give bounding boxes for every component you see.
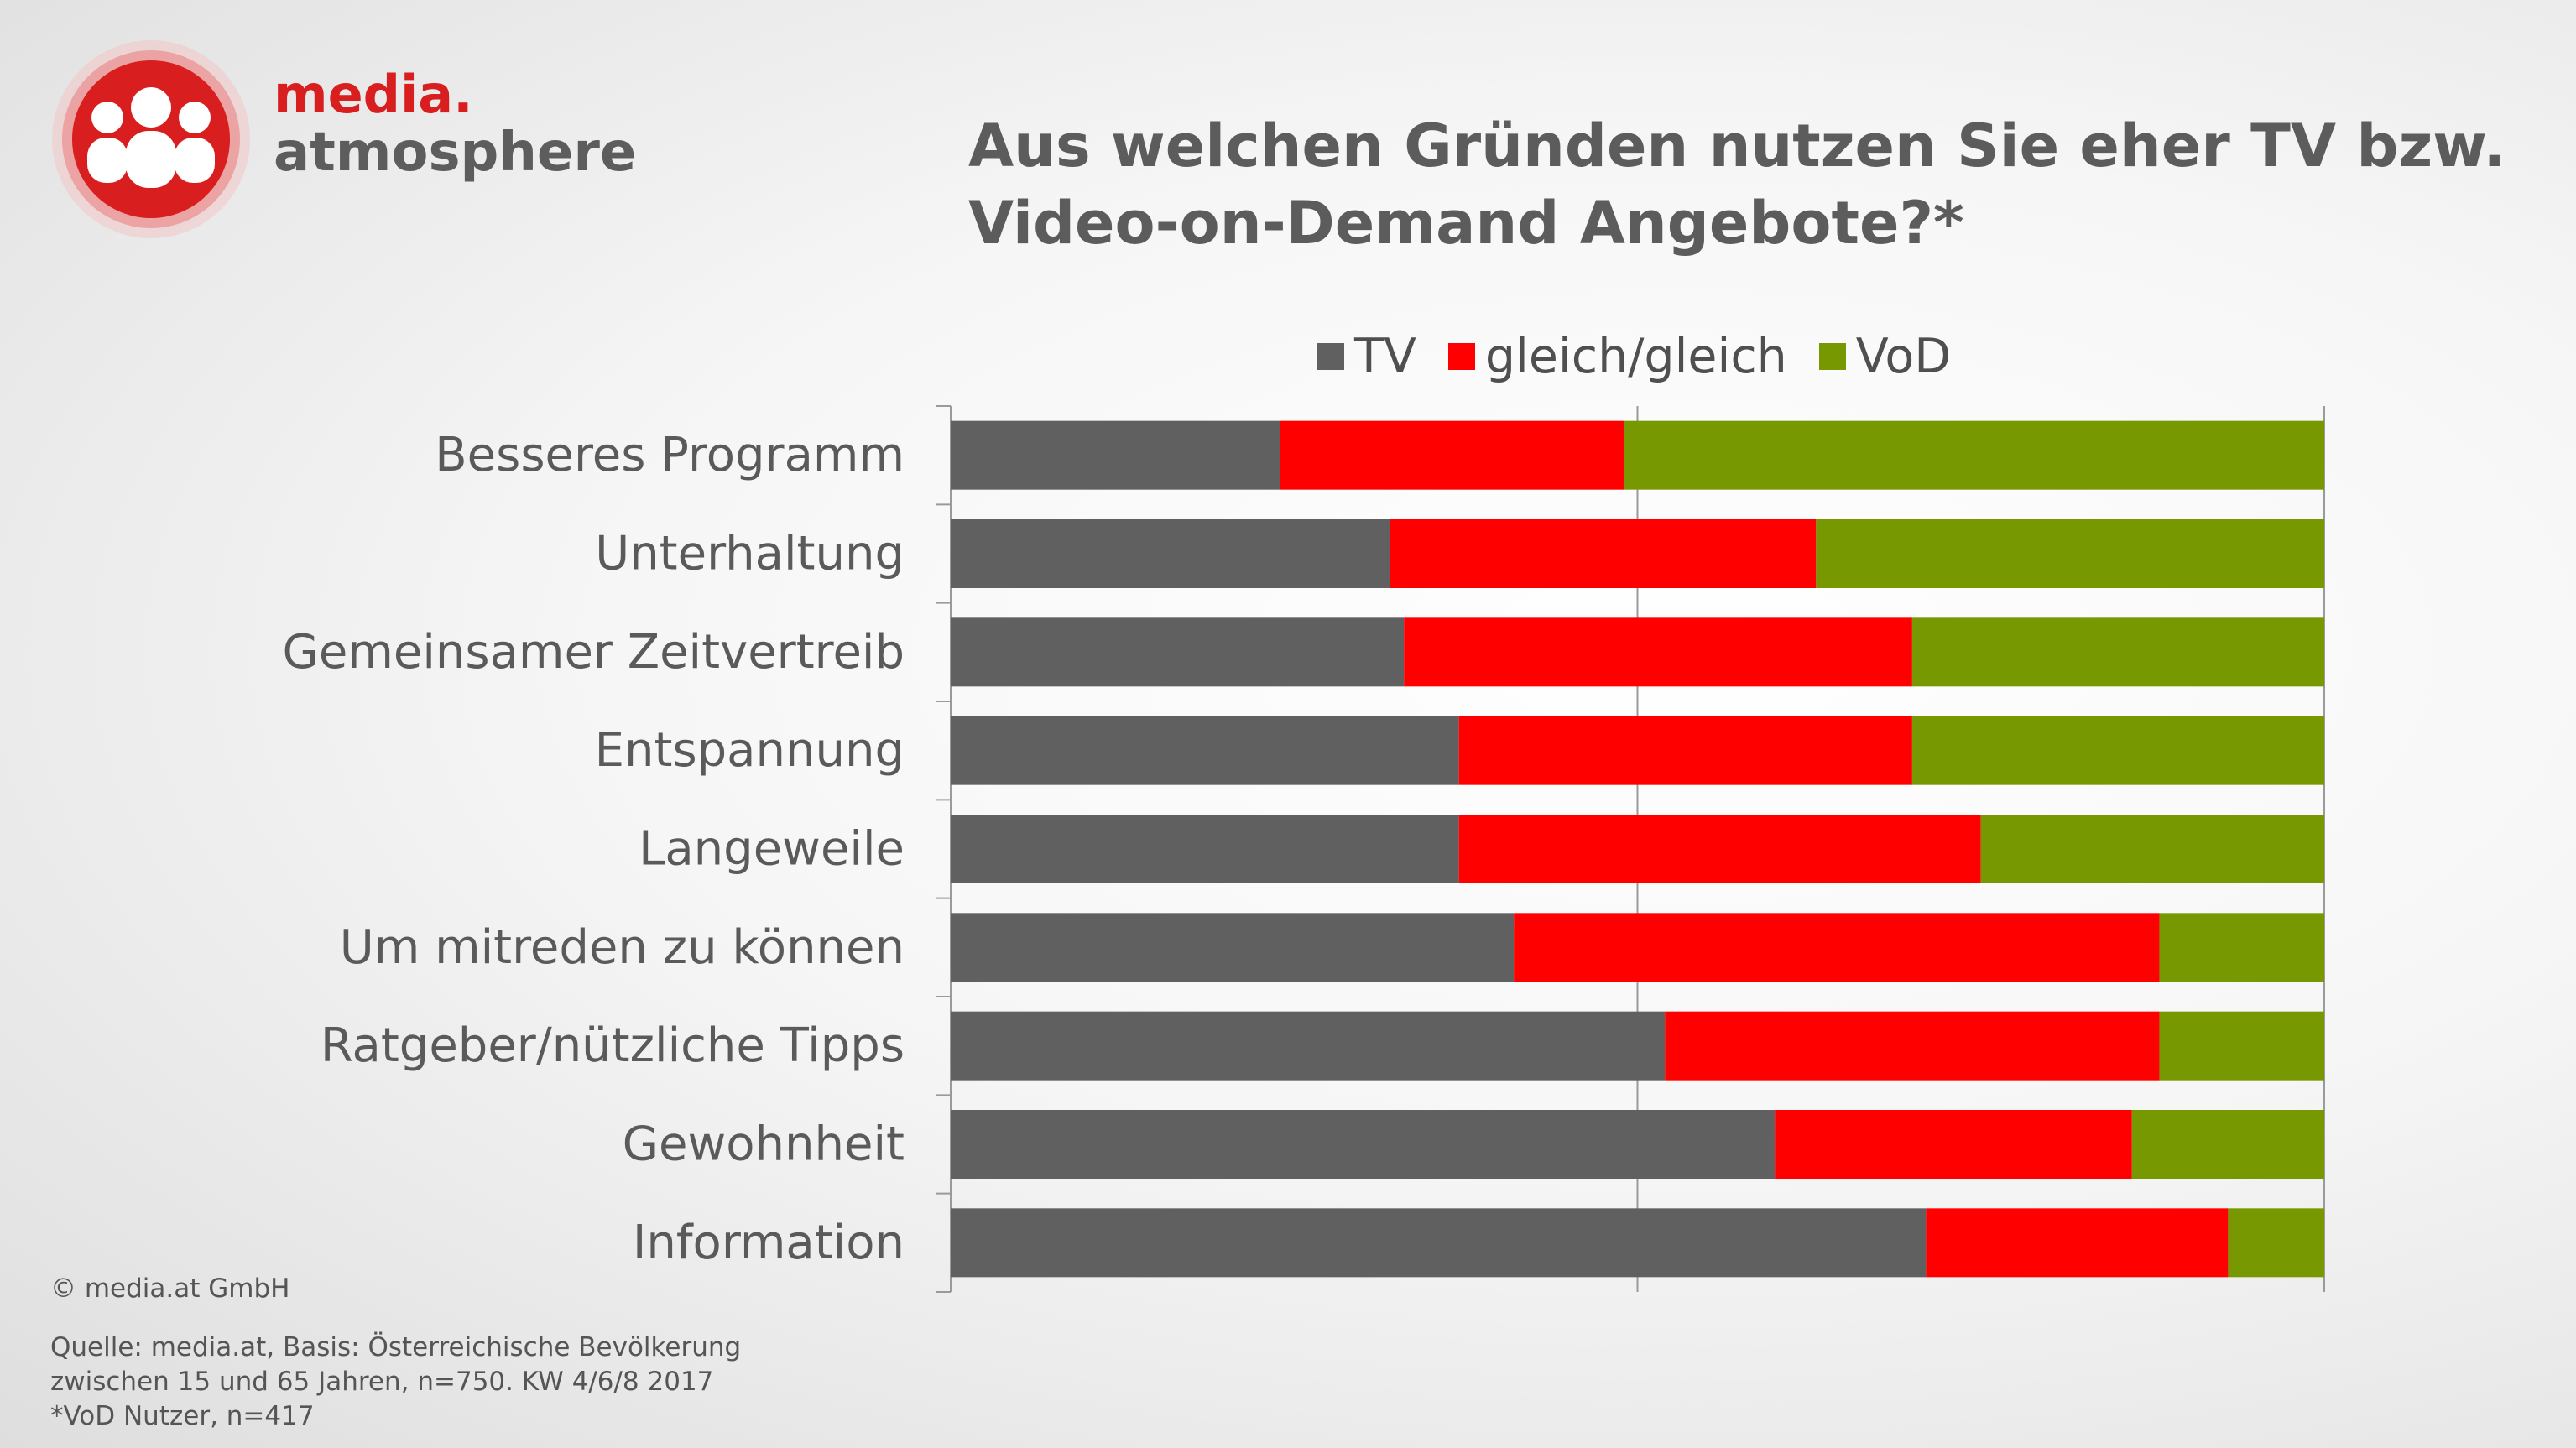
bar-tv-gewohnheit bbox=[951, 1110, 1776, 1179]
bar-gleich-gleich-besseres-programm bbox=[1280, 420, 1624, 490]
bar-gleich-gleich-gewohnheit bbox=[1775, 1110, 2132, 1179]
legend-item-tv: TV bbox=[1317, 329, 1416, 384]
brand-line-1: media. bbox=[274, 64, 473, 125]
legend-swatch-tv bbox=[1317, 343, 1344, 370]
brand-wordmark: media. atmosphere bbox=[274, 69, 636, 180]
media-atmosphere-logo bbox=[52, 40, 250, 238]
bar-vod-gewohnheit bbox=[2131, 1110, 2324, 1179]
bar-tv-um-mitreden-zu-können bbox=[951, 913, 1515, 982]
copyright-note: © media.at GmbH bbox=[50, 1274, 290, 1304]
category-label-um-mitreden-zu-können: Um mitreden zu können bbox=[340, 920, 905, 975]
legend-label-gleich-gleich: gleich/gleich bbox=[1484, 329, 1787, 384]
brand-line-2: atmosphere bbox=[274, 122, 637, 184]
bar-tv-ratgeber-nützliche-tipps bbox=[951, 1011, 1666, 1081]
legend-label-vod: VoD bbox=[1855, 329, 1952, 384]
chart-title: Aus welchen Gründen nutzen Sie eher TV b… bbox=[968, 107, 2506, 262]
bar-vod-entspannung bbox=[1911, 716, 2324, 785]
bar-tv-unterhaltung bbox=[951, 519, 1390, 588]
bar-tv-entspannung bbox=[951, 716, 1459, 785]
bar-gleich-gleich-entspannung bbox=[1458, 716, 1912, 785]
people-icon bbox=[87, 87, 215, 188]
category-label-besseres-programm: Besseres Programm bbox=[435, 428, 905, 482]
bar-gleich-gleich-gemeinsamer-zeitvertreib bbox=[1404, 617, 1912, 687]
category-label-langeweile: Langeweile bbox=[639, 822, 905, 877]
source-line-3: *VoD Nutzer, n=417 bbox=[50, 1401, 315, 1431]
chart-title-line-1: Aus welchen Gründen nutzen Sie eher TV b… bbox=[968, 112, 2506, 180]
bar-tv-information bbox=[951, 1208, 1927, 1278]
category-label-gemeinsamer-zeitvertreib: Gemeinsamer Zeitvertreib bbox=[283, 625, 905, 680]
bar-vod-besseres-programm bbox=[1624, 420, 2324, 490]
source-note: Quelle: media.at, Basis: Österreichische… bbox=[50, 1331, 741, 1434]
legend-swatch-vod bbox=[1818, 343, 1846, 370]
bar-gleich-gleich-unterhaltung bbox=[1390, 519, 1817, 588]
bar-tv-gemeinsamer-zeitvertreib bbox=[951, 617, 1405, 687]
bar-vod-information bbox=[2228, 1208, 2324, 1278]
category-label-unterhaltung: Unterhaltung bbox=[595, 527, 905, 581]
bar-tv-langeweile bbox=[951, 815, 1459, 883]
bar-gleich-gleich-langeweile bbox=[1458, 815, 1981, 883]
legend-item-gleich-gleich: gleich/gleich bbox=[1447, 329, 1787, 384]
bar-vod-ratgeber-nützliche-tipps bbox=[2159, 1011, 2324, 1081]
category-label-ratgeber-nützliche-tipps: Ratgeber/nützliche Tipps bbox=[321, 1018, 905, 1073]
bar-vod-gemeinsamer-zeitvertreib bbox=[1911, 617, 2324, 687]
bar-vod-unterhaltung bbox=[1816, 519, 2324, 588]
category-label-gewohnheit: Gewohnheit bbox=[623, 1117, 905, 1172]
legend-item-vod: VoD bbox=[1818, 329, 1952, 384]
category-label-entspannung: Entspannung bbox=[595, 723, 905, 778]
source-line-1: Quelle: media.at, Basis: Österreichische… bbox=[50, 1332, 742, 1362]
source-line-2: zwischen 15 und 65 Jahren, n=750. KW 4/6… bbox=[50, 1367, 714, 1397]
bar-vod-um-mitreden-zu-können bbox=[2159, 913, 2324, 982]
bar-vod-langeweile bbox=[1980, 815, 2324, 883]
chart-legend: TV gleich/gleich VoD bbox=[1317, 327, 1983, 386]
bar-tv-besseres-programm bbox=[951, 420, 1280, 490]
bar-gleich-gleich-information bbox=[1926, 1208, 2229, 1278]
legend-label-tv: TV bbox=[1354, 329, 1416, 384]
category-label-information: Information bbox=[633, 1216, 905, 1270]
bar-gleich-gleich-ratgeber-nützliche-tipps bbox=[1665, 1011, 2160, 1081]
bar-gleich-gleich-um-mitreden-zu-können bbox=[1514, 913, 2160, 982]
legend-swatch-gleich-gleich bbox=[1447, 343, 1475, 370]
chart-title-line-2: Video-on-Demand Angebote?* bbox=[968, 189, 1964, 258]
